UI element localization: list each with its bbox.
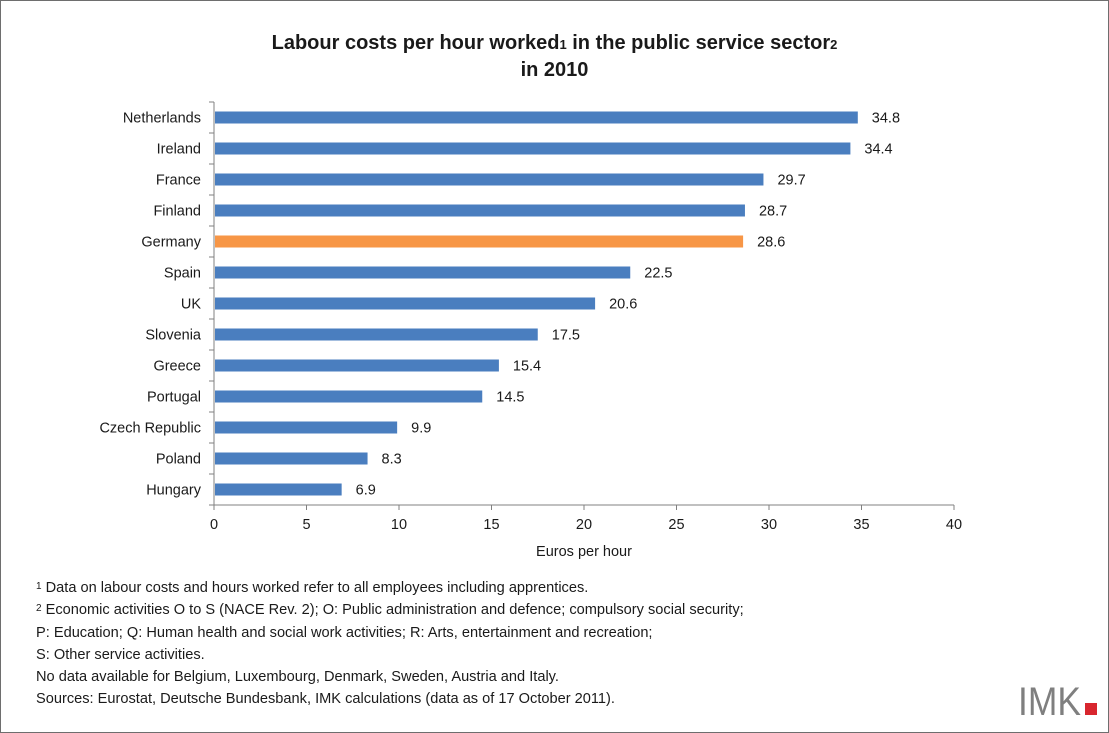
imk-logo: IMK bbox=[1018, 682, 1097, 716]
value-label: 6.9 bbox=[356, 483, 376, 499]
category-label: Greece bbox=[153, 359, 201, 375]
title-footnote-mark-2: 2 bbox=[830, 37, 838, 52]
title-text-a: Labour costs per hour worked bbox=[271, 32, 560, 54]
category-label: France bbox=[156, 173, 201, 189]
category-label: Poland bbox=[156, 452, 201, 468]
x-tick-label: 0 bbox=[210, 517, 218, 533]
bar-uk bbox=[215, 297, 596, 310]
footnote-1-mark: 1 bbox=[36, 581, 42, 592]
footnote-2-line-2: P: Education; Q: Human health and social… bbox=[36, 624, 653, 641]
bar-france bbox=[215, 173, 764, 186]
x-tick-label: 25 bbox=[668, 517, 684, 533]
value-label: 15.4 bbox=[513, 359, 541, 375]
value-label: 34.8 bbox=[872, 111, 900, 127]
footnote-2-text: Economic activities O to S (NACE Rev. 2)… bbox=[41, 602, 744, 619]
bar-finland bbox=[215, 204, 745, 217]
category-label: Spain bbox=[164, 266, 201, 282]
bar-ireland bbox=[215, 142, 851, 155]
x-tick-label: 30 bbox=[761, 517, 777, 533]
bar-germany bbox=[215, 235, 744, 248]
x-tick-label: 40 bbox=[946, 517, 962, 533]
footnotes: 1 Data on labour costs and hours worked … bbox=[36, 577, 976, 711]
x-tick-label: 15 bbox=[483, 517, 499, 533]
bar-portugal bbox=[215, 390, 483, 403]
footnote-2: 2 Economic activities O to S (NACE Rev. … bbox=[36, 599, 976, 621]
value-label: 28.7 bbox=[759, 204, 787, 220]
category-label: UK bbox=[181, 297, 201, 313]
title-footnote-mark-1: 1 bbox=[559, 37, 567, 52]
no-data-note: No data available for Belgium, Luxembour… bbox=[36, 669, 559, 686]
value-label: 34.4 bbox=[864, 142, 892, 158]
category-label: Finland bbox=[153, 204, 201, 220]
sources-note: Sources: Eurostat, Deutsche Bundesbank, … bbox=[36, 691, 615, 708]
bar-greece bbox=[215, 359, 499, 372]
bar-slovenia bbox=[215, 328, 538, 341]
bar-hungary bbox=[215, 483, 342, 496]
bar-czech-republic bbox=[215, 421, 398, 434]
x-tick-label: 35 bbox=[853, 517, 869, 533]
bar-poland bbox=[215, 452, 368, 465]
value-label: 14.5 bbox=[496, 390, 524, 406]
category-label: Netherlands bbox=[123, 111, 201, 127]
x-axis-label: Euros per hour bbox=[536, 544, 632, 560]
footnote-2-line-3: S: Other service activities. bbox=[36, 646, 205, 663]
imk-logo-red-square bbox=[1085, 703, 1097, 715]
value-label: 17.5 bbox=[552, 328, 580, 344]
category-label: Hungary bbox=[146, 483, 202, 499]
title-line-1: Labour costs per hour worked1 in the pub… bbox=[0, 30, 1109, 57]
category-label: Portugal bbox=[147, 390, 201, 406]
footnote-1: 1 Data on labour costs and hours worked … bbox=[36, 577, 976, 599]
imk-logo-text: IMK bbox=[1018, 682, 1081, 716]
category-label: Germany bbox=[141, 235, 201, 251]
category-label: Czech Republic bbox=[99, 421, 201, 437]
x-tick-label: 10 bbox=[391, 517, 407, 533]
category-label: Ireland bbox=[157, 142, 201, 158]
footnote-1-text: Data on labour costs and hours worked re… bbox=[41, 580, 589, 596]
value-label: 29.7 bbox=[777, 173, 805, 189]
x-tick-label: 20 bbox=[576, 517, 592, 533]
value-label: 28.6 bbox=[757, 235, 785, 251]
category-label: Slovenia bbox=[145, 328, 202, 344]
footnote-2-mark: 2 bbox=[36, 603, 42, 615]
value-label: 20.6 bbox=[609, 297, 637, 313]
x-tick-label: 5 bbox=[302, 517, 310, 533]
bar-spain bbox=[215, 266, 631, 279]
title-line-2: in 2010 bbox=[520, 59, 589, 81]
value-label: 22.5 bbox=[644, 266, 672, 282]
title-text-b: in the public service sector bbox=[566, 32, 831, 54]
value-label: 8.3 bbox=[382, 452, 402, 468]
chart-title: Labour costs per hour worked1 in the pub… bbox=[0, 30, 1109, 84]
bar-netherlands bbox=[215, 111, 858, 124]
value-label: 9.9 bbox=[411, 421, 431, 437]
